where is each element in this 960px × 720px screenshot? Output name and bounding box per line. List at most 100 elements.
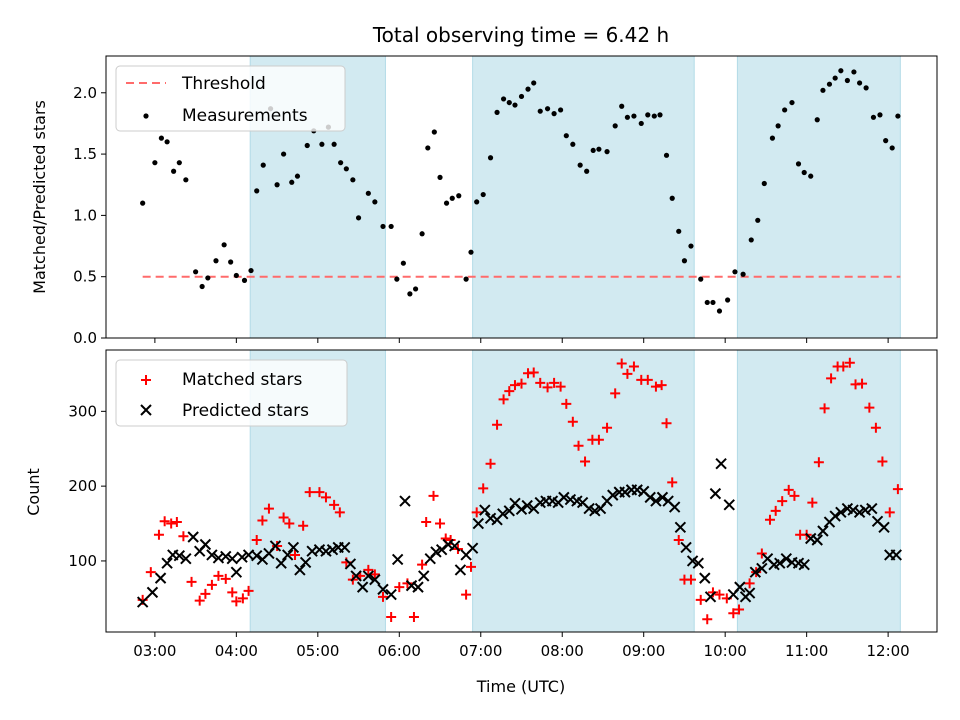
measurement-point [474, 199, 480, 205]
matched-star-point [783, 484, 794, 495]
predicted-star-point [749, 566, 762, 578]
measurement-point [289, 179, 295, 185]
matched-star-point [153, 529, 164, 540]
legend-predicted-label: Predicted stars [182, 401, 309, 421]
measurement-point [544, 106, 551, 112]
matched-star-point [394, 582, 405, 593]
measurement-point [716, 308, 723, 314]
predicted-star-point [339, 541, 351, 554]
matched-star-point [884, 507, 895, 518]
top-panel: 0.00.51.01.52.0 Matched/Predicted stars … [30, 55, 938, 347]
measurement-point [710, 299, 716, 306]
matched-star-point [593, 434, 604, 445]
matched-star-point [435, 518, 446, 529]
predicted-star-point [281, 549, 294, 561]
top-legend-box [115, 65, 346, 132]
matched-star-point [826, 373, 837, 384]
measurement-point [775, 123, 781, 129]
matched-star-point [206, 579, 217, 590]
measurement-point [570, 141, 576, 147]
measurement-point [814, 117, 820, 123]
measurement-point [525, 86, 531, 92]
measurement-point [826, 81, 833, 87]
measurement-point [487, 155, 494, 161]
matched-star-point [251, 534, 262, 545]
matched-star-point [461, 589, 472, 600]
matched-star-point [278, 512, 289, 523]
measurement-point [343, 166, 349, 172]
matched-star-point [573, 440, 584, 451]
matched-star-point [428, 490, 439, 501]
measurement-point [407, 291, 413, 297]
matched-star-point [567, 416, 578, 427]
measurement-point [870, 114, 877, 120]
measurement-point [789, 99, 795, 106]
matched-star-point [220, 573, 231, 584]
bottom-shaded-interval-2 [472, 349, 695, 633]
predicted-star-point [180, 552, 192, 565]
predicted-star-point [704, 591, 717, 603]
bottom-axes: 100 200 300 03:00 04:00 05:00 06:00 07:00 08:00 0… [68, 349, 938, 660]
predicted-star-point [206, 549, 218, 561]
predicted-star-point [294, 564, 306, 576]
measurement-point [782, 107, 788, 113]
measurement-point [456, 193, 462, 199]
predicted-star-point [269, 540, 282, 552]
bottom-x-tick-label: 04:00 [215, 642, 258, 660]
matched-star-point [844, 357, 855, 368]
matched-stars-series [137, 357, 903, 625]
measurement-point [681, 258, 688, 264]
matched-star-point [194, 595, 205, 606]
matched-star-point [471, 507, 482, 518]
predicted-star-point [350, 570, 362, 582]
measurement-point [832, 75, 838, 81]
matched-star-point [756, 548, 767, 559]
legend-threshold-label: Threshold [181, 74, 266, 94]
matched-star-point [284, 518, 295, 529]
measurement-point [274, 182, 280, 188]
measurement-point [808, 173, 814, 179]
predicted-star-point [466, 542, 479, 554]
matched-star-point [504, 386, 515, 397]
measurement-point [651, 113, 657, 119]
measurement-point [704, 299, 710, 306]
matched-star-point [290, 549, 301, 560]
predicted-star-point [472, 517, 485, 530]
bottom-x-tick-label: 09:00 [622, 642, 665, 660]
matched-star-point [363, 564, 374, 575]
bottom-x-tick-label: 05:00 [296, 642, 339, 660]
top-y-tick-label: 0.5 [73, 268, 97, 286]
measurement-point [795, 161, 802, 167]
predicted-star-point [391, 553, 404, 566]
measurement-point [584, 168, 590, 174]
measurement-point [512, 102, 518, 108]
measurement-point [152, 160, 158, 166]
measurement-point [400, 260, 406, 266]
matched-star-point [298, 520, 309, 531]
matched-star-point [642, 374, 653, 385]
predicted-star-point [251, 549, 263, 562]
bottom-shaded-intervals [249, 349, 901, 633]
predicted-star-point [817, 525, 829, 537]
measurement-point [164, 139, 170, 145]
matched-star-point [714, 589, 725, 600]
matched-star-point [237, 593, 248, 604]
matched-star-point [465, 561, 476, 572]
predicted-star-point [521, 499, 533, 512]
predicted-star-point [236, 551, 248, 563]
matched-star-point [369, 569, 380, 580]
matched-star-point [304, 487, 315, 498]
matched-star-point [378, 591, 388, 602]
measurement-point [740, 271, 746, 277]
predicted-star-point [275, 557, 287, 569]
predicted-star-point [780, 552, 792, 565]
measurement-point [468, 249, 474, 255]
measurement-point [645, 112, 651, 118]
matched-star-point [549, 377, 560, 388]
matched-star-point [186, 576, 197, 587]
matched-star-point [770, 505, 781, 516]
measurements-series [140, 68, 901, 314]
measurement-point [851, 69, 857, 75]
bottom-x-tick-label: 12:00 [867, 642, 910, 660]
measurement-point [518, 93, 525, 100]
